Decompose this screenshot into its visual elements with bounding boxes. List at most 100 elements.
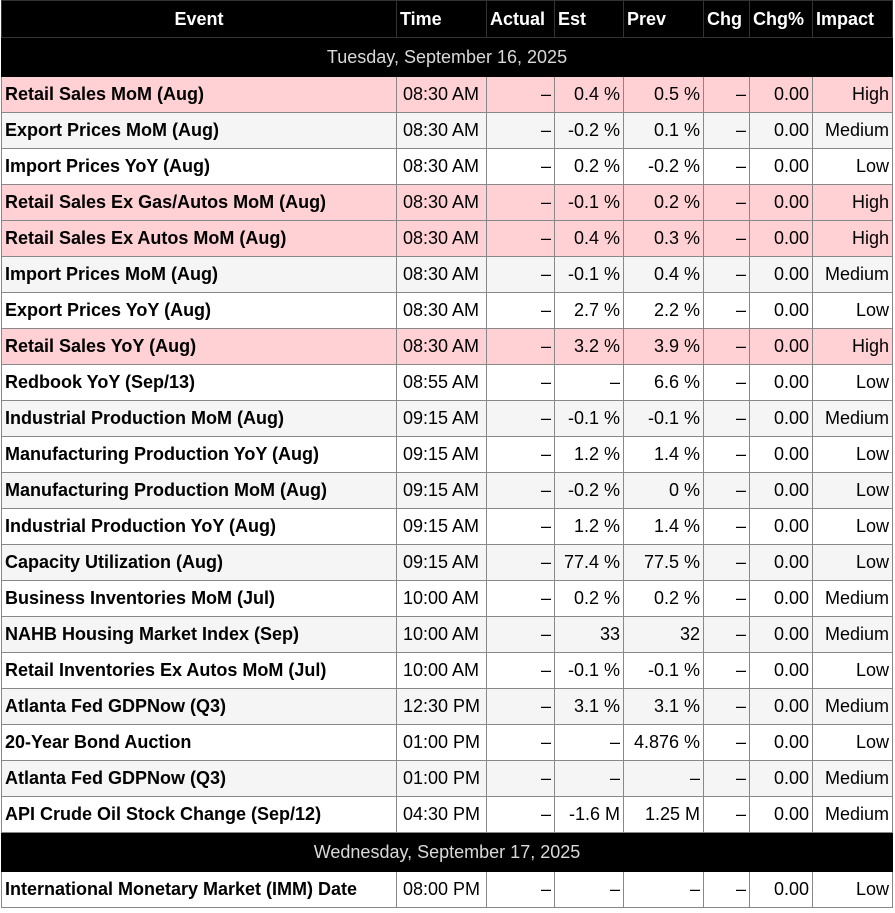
event-row[interactable]: Atlanta Fed GDPNow (Q3) 01:00 PM – – – –0.00 M… [1,760,893,797]
change-cell: – [703,328,750,365]
column-header-time[interactable]: Time [396,0,487,38]
event-name-cell: Business Inventories MoM (Jul) [1,580,397,617]
event-row[interactable]: Manufacturing Production MoM (Aug) 09:15 … [1,472,893,509]
event-row[interactable]: Business Inventories MoM (Jul) 10:00 AM –0… [1,580,893,617]
event-row[interactable]: Retail Inventories Ex Autos MoM (Jul) 10:… [1,652,893,689]
event-row[interactable]: Retail Sales Ex Autos MoM (Aug) 08:30 AM –… [1,220,893,257]
change-cell: – [703,724,750,761]
change-cell: – [703,544,750,581]
change-percent-cell: 0.00 [749,256,813,293]
date-separator-row: Tuesday, September 16, 2025 [1,37,893,77]
previous-cell: 6.6 % [623,364,704,401]
actual-cell: – [486,148,555,185]
previous-cell: 2.2 % [623,292,704,329]
event-row[interactable]: Atlanta Fed GDPNow (Q3) 12:30 PM –3.1 % 3.1… [1,688,893,725]
event-row[interactable]: Manufacturing Production YoY (Aug) 09:15 … [1,436,893,473]
event-name-cell: Manufacturing Production YoY (Aug) [1,436,397,473]
estimate-cell: 3.2 % [554,328,624,365]
previous-cell: – [623,871,704,908]
impact-cell: Low [812,544,893,581]
change-percent-cell: 0.00 [749,76,813,113]
estimate-cell: – [554,724,624,761]
impact-cell: Low [812,292,893,329]
previous-cell: 0.1 % [623,112,704,149]
change-cell: – [703,688,750,725]
event-row[interactable]: Import Prices YoY (Aug) 08:30 AM –0.2 % -0.… [1,148,893,185]
previous-cell: -0.1 % [623,652,704,689]
actual-cell: – [486,328,555,365]
column-header-actual[interactable]: Actual [486,0,555,38]
event-row[interactable]: Capacity Utilization (Aug) 09:15 AM –77.4 … [1,544,893,581]
time-cell: 01:00 PM [396,724,487,761]
change-percent-cell: 0.00 [749,760,813,797]
previous-cell: 32 [623,616,704,653]
change-cell: – [703,436,750,473]
actual-cell: – [486,760,555,797]
time-cell: 10:00 AM [396,580,487,617]
event-row[interactable]: Industrial Production YoY (Aug) 09:15 AM –… [1,508,893,545]
column-header-prev[interactable]: Prev [623,0,704,38]
impact-cell: Low [812,724,893,761]
change-percent-cell: 0.00 [749,328,813,365]
estimate-cell: 1.2 % [554,436,624,473]
change-percent-cell: 0.00 [749,184,813,221]
table-body: Tuesday, September 16, 2025 Retail Sales … [1,37,893,908]
event-name-cell: Retail Sales Ex Gas/Autos MoM (Aug) [1,184,397,221]
estimate-cell: 77.4 % [554,544,624,581]
event-row[interactable]: Export Prices MoM (Aug) 08:30 AM – -0.2 % 0.… [1,112,893,149]
time-cell: 12:30 PM [396,688,487,725]
event-row[interactable]: Import Prices MoM (Aug) 08:30 AM – -0.1 % 0.… [1,256,893,293]
event-row[interactable]: International Monetary Market (IMM) Date… [1,871,893,908]
actual-cell: – [486,292,555,329]
column-header-impact[interactable]: Impact [812,0,893,38]
actual-cell: – [486,724,555,761]
estimate-cell: -0.2 % [554,472,624,509]
event-row[interactable]: Retail Sales MoM (Aug) 08:30 AM –0.4 % 0.5 … [1,76,893,113]
event-name-cell: Redbook YoY (Sep/13) [1,364,397,401]
previous-cell: 3.1 % [623,688,704,725]
event-row[interactable]: Retail Sales Ex Gas/Autos MoM (Aug) 08:30… [1,184,893,221]
actual-cell: – [486,436,555,473]
column-header-chg[interactable]: Chg [703,0,750,38]
column-header-est[interactable]: Est [554,0,624,38]
estimate-cell: – [554,760,624,797]
impact-cell: Medium [812,112,893,149]
event-row[interactable]: Retail Sales YoY (Aug) 08:30 AM –3.2 % 3.9 … [1,328,893,365]
impact-cell: Medium [812,688,893,725]
time-cell: 08:30 AM [396,220,487,257]
previous-cell: 1.4 % [623,508,704,545]
change-percent-cell: 0.00 [749,292,813,329]
change-percent-cell: 0.00 [749,400,813,437]
event-row[interactable]: NAHB Housing Market Index (Sep) 10:00 AM –… [1,616,893,653]
time-cell: 08:55 AM [396,364,487,401]
time-cell: 08:30 AM [396,148,487,185]
change-percent-cell: 0.00 [749,112,813,149]
actual-cell: – [486,256,555,293]
estimate-cell: 33 [554,616,624,653]
event-name-cell: International Monetary Market (IMM) Date [1,871,397,908]
event-row[interactable]: 20-Year Bond Auction 01:00 PM – –4.876 % –0.… [1,724,893,761]
actual-cell: – [486,400,555,437]
estimate-cell: 0.4 % [554,220,624,257]
change-percent-cell: 0.00 [749,580,813,617]
event-name-cell: Retail Inventories Ex Autos MoM (Jul) [1,652,397,689]
event-row[interactable]: Industrial Production MoM (Aug) 09:15 AM –… [1,400,893,437]
estimate-cell: 0.2 % [554,148,624,185]
impact-cell: Medium [812,400,893,437]
estimate-cell: 1.2 % [554,508,624,545]
previous-cell: – [623,760,704,797]
actual-cell: – [486,112,555,149]
impact-cell: Low [812,652,893,689]
change-percent-cell: 0.00 [749,544,813,581]
time-cell: 09:15 AM [396,508,487,545]
event-row[interactable]: API Crude Oil Stock Change (Sep/12) 04:30… [1,796,893,833]
previous-cell: 0 % [623,472,704,509]
event-row[interactable]: Redbook YoY (Sep/13) 08:55 AM – –6.6 % –0.00… [1,364,893,401]
impact-cell: Medium [812,580,893,617]
event-row[interactable]: Export Prices YoY (Aug) 08:30 AM –2.7 % 2.2… [1,292,893,329]
column-header-chg-pct[interactable]: Chg% [749,0,813,38]
event-name-cell: Export Prices YoY (Aug) [1,292,397,329]
column-header-event[interactable]: Event [1,0,397,38]
estimate-cell: 0.4 % [554,76,624,113]
